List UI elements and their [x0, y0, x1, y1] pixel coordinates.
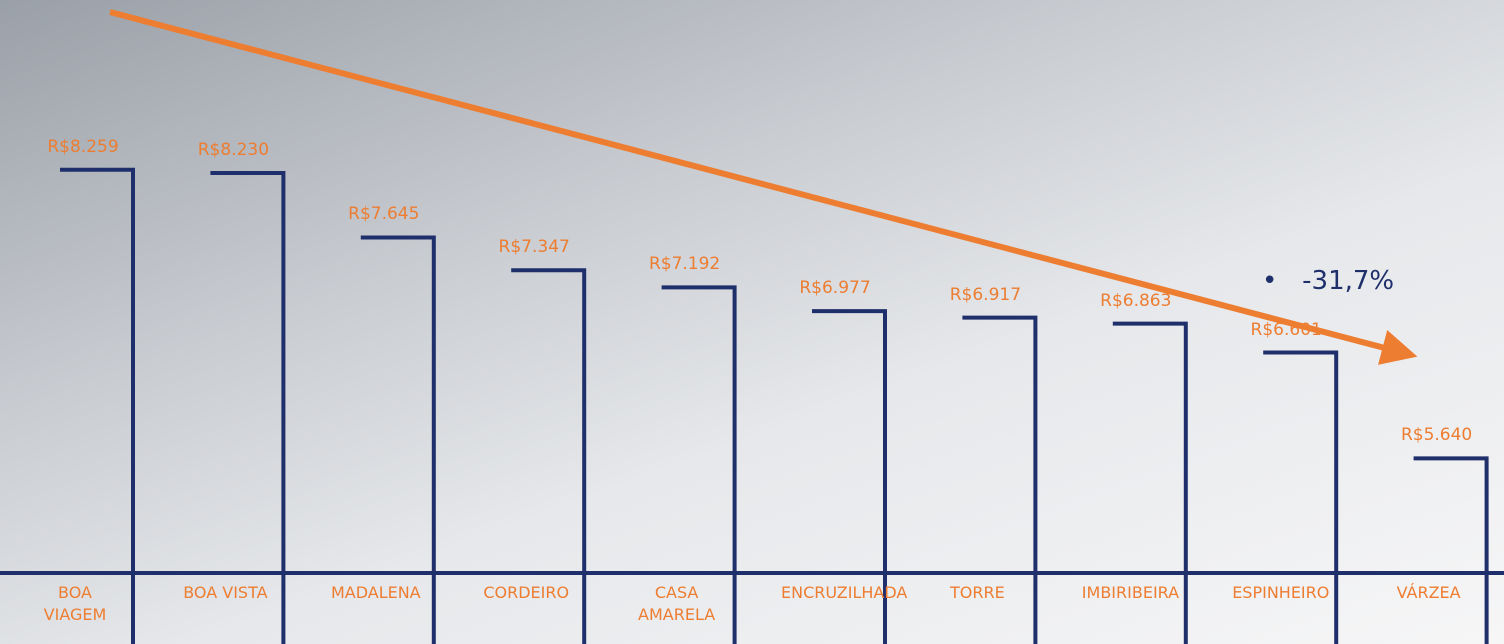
value-label: R$7.347	[499, 237, 570, 257]
trend-arrow	[110, 12, 1400, 352]
value-label: R$6.863	[1100, 291, 1171, 311]
value-label: R$6.977	[799, 278, 870, 298]
value-label: R$8.259	[47, 137, 118, 157]
value-label: R$7.645	[348, 204, 419, 224]
x-tick-label: ESPINHEIRO	[1232, 582, 1324, 604]
x-tick-label: BOA VIAGEM	[29, 582, 121, 626]
value-label: R$7.192	[649, 254, 720, 274]
x-tick-label: TORRE	[931, 582, 1023, 604]
value-label: R$6.601	[1251, 320, 1322, 340]
bar	[1414, 458, 1487, 644]
x-tick-label: CASA AMARELA	[631, 582, 723, 626]
x-tick-label: CORDEIRO	[480, 582, 572, 604]
x-tick-label: BOA VISTA	[179, 582, 271, 604]
x-tick-label: VÁRZEA	[1383, 582, 1475, 604]
x-tick-label: MADALENA	[330, 582, 422, 604]
annotation-text: -31,7%	[1302, 266, 1394, 296]
slide: • -31,7% BOA VIAGEM R$8.259 BOA VISTA R$8.2…	[0, 0, 1504, 644]
value-label: R$8.230	[198, 140, 269, 160]
x-tick-label: IMBIRIBEIRA	[1082, 582, 1174, 604]
value-label: R$6.917	[950, 285, 1021, 305]
x-tick-label: ENCRUZILHADA	[781, 582, 873, 604]
annotation: • -31,7%	[1262, 266, 1394, 296]
value-label: R$5.640	[1401, 425, 1472, 445]
